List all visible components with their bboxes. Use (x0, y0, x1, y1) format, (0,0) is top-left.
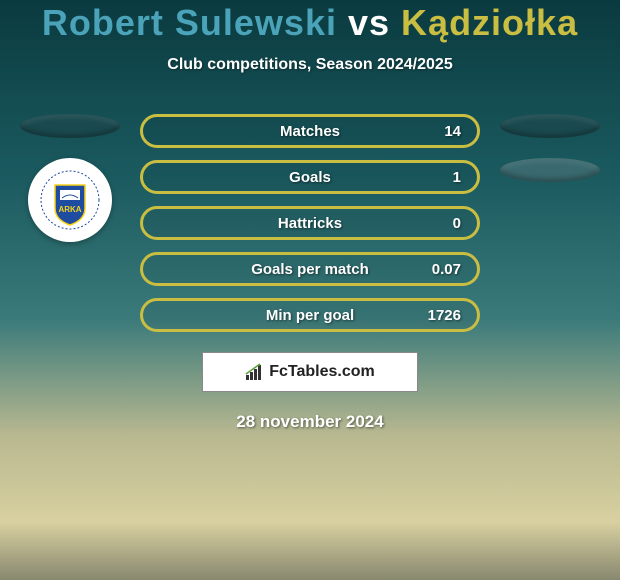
stat-label: Min per goal (266, 307, 354, 324)
club-badge-left: ARKA (28, 158, 112, 242)
comparison-title: Robert Sulewski vs Kądziołka (0, 2, 620, 44)
brand-text: FcTables.com (269, 363, 375, 381)
stat-value: 1 (453, 169, 461, 186)
stat-value: 1726 (428, 307, 461, 324)
stat-label: Goals (289, 169, 331, 186)
arka-crest-icon: ARKA (40, 170, 100, 230)
subtitle: Club competitions, Season 2024/2025 (0, 56, 620, 74)
stat-bar-goals: Goals 1 (140, 160, 480, 194)
left-indicator-ellipse (20, 114, 120, 138)
vs-text: vs (348, 2, 390, 43)
stat-bar-hattricks: Hattricks 0 (140, 206, 480, 240)
player2-name: Kądziołka (401, 2, 578, 43)
stat-value: 0 (453, 215, 461, 232)
stat-bar-matches: Matches 14 (140, 114, 480, 148)
brand-attribution: FcTables.com (202, 352, 418, 392)
stat-bar-min-per-goal: Min per goal 1726 (140, 298, 480, 332)
stat-bar-goals-per-match: Goals per match 0.07 (140, 252, 480, 286)
left-column: ARKA (20, 114, 120, 242)
stat-label: Hattricks (278, 215, 342, 232)
stat-value: 0.07 (432, 261, 461, 278)
svg-text:ARKA: ARKA (58, 205, 81, 214)
stats-row: ARKA Matches 14 Goals 1 Hattricks 0 Goal… (0, 114, 620, 332)
date-label: 28 november 2024 (0, 412, 620, 432)
right-indicator-ellipse-2 (500, 158, 600, 182)
stat-value: 14 (444, 123, 461, 140)
stats-list: Matches 14 Goals 1 Hattricks 0 Goals per… (140, 114, 480, 332)
right-column (500, 114, 600, 182)
main-content: Robert Sulewski vs Kądziołka Club compet… (0, 0, 620, 432)
stat-label: Matches (280, 123, 340, 140)
player1-name: Robert Sulewski (42, 2, 337, 43)
bar-chart-icon (245, 363, 265, 381)
right-indicator-ellipse-1 (500, 114, 600, 138)
stat-label: Goals per match (251, 261, 369, 278)
